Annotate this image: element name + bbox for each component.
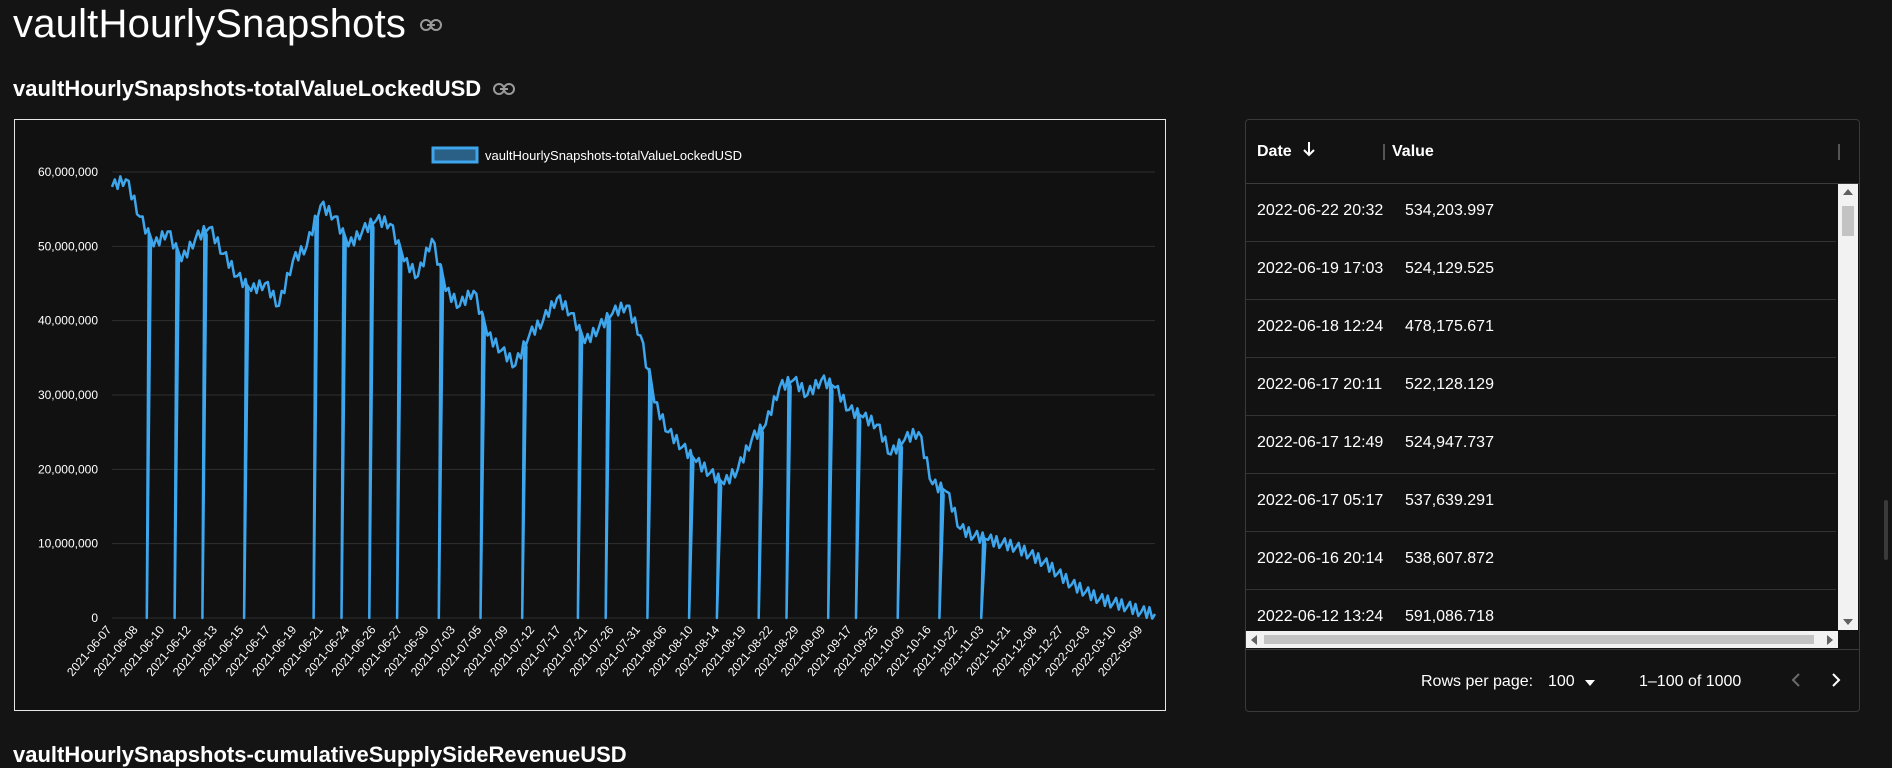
- section-title-text: vaultHourlySnapshots-totalValueLockedUSD: [13, 76, 482, 101]
- page-scrollbar[interactable]: [1884, 500, 1888, 560]
- section-title: vaultHourlySnapshots-totalValueLockedUSD: [13, 76, 516, 102]
- scroll-right-icon[interactable]: [1827, 635, 1833, 645]
- cell-value: 478,175.671: [1405, 318, 1494, 335]
- column-separator[interactable]: [1383, 144, 1385, 160]
- table-row[interactable]: 2022-06-16 20:14 538,607.872: [1246, 532, 1836, 590]
- cell-date: 2022-06-22 20:32: [1257, 202, 1384, 219]
- arrow-down-icon[interactable]: [1302, 141, 1316, 162]
- previous-page-button[interactable]: [1784, 670, 1808, 694]
- page-title: vaultHourlySnapshots: [13, 2, 443, 47]
- horizontal-scrollbar[interactable]: [1246, 631, 1838, 648]
- table-row[interactable]: 2022-06-12 13:24 591,086.718: [1246, 590, 1836, 640]
- y-tick-label: 30,000,000: [38, 388, 98, 402]
- legend-swatch: [431, 146, 479, 164]
- next-section-title-text: vaultHourlySnapshots-cumulativeSupplySid…: [13, 742, 627, 767]
- y-tick-label: 50,000,000: [38, 239, 98, 253]
- table-pagination: Rows per page: 100 1–100 of 1000: [1246, 649, 1859, 711]
- link-icon[interactable]: [420, 18, 443, 31]
- table-row[interactable]: 2022-06-19 17:03 524,129.525: [1246, 242, 1836, 300]
- cell-date: 2022-06-17 20:11: [1257, 376, 1383, 393]
- table-row[interactable]: 2022-06-22 20:32 534,203.997: [1246, 184, 1836, 242]
- next-page-button[interactable]: [1824, 670, 1848, 694]
- horizontal-scroll-thumb[interactable]: [1264, 635, 1814, 644]
- column-header-date[interactable]: Date: [1257, 141, 1316, 162]
- cell-value: 534,203.997: [1405, 202, 1494, 219]
- chevron-left-icon: [1791, 672, 1801, 693]
- column-header-date-label: Date: [1257, 142, 1292, 160]
- vertical-scrollbar[interactable]: [1838, 184, 1858, 630]
- caret-down-icon[interactable]: [1584, 673, 1595, 691]
- rows-per-page-value: 100: [1548, 673, 1575, 690]
- table-row[interactable]: 2022-06-18 12:24 478,175.671: [1246, 300, 1836, 358]
- cell-date: 2022-06-19 17:03: [1257, 260, 1384, 277]
- column-header-value-label: Value: [1392, 142, 1434, 160]
- cell-value: 524,947.737: [1405, 434, 1494, 451]
- y-tick-label: 0: [91, 611, 98, 625]
- cell-value: 538,607.872: [1405, 550, 1494, 567]
- scroll-left-icon[interactable]: [1251, 635, 1257, 645]
- rows-per-page-label: Rows per page:: [1421, 673, 1534, 690]
- vertical-scroll-thumb[interactable]: [1842, 206, 1854, 236]
- tvl-chart: 0 10,000,000 20,000,000 30,000,000 40,000,00…: [14, 119, 1166, 711]
- column-header-value[interactable]: Value: [1392, 143, 1434, 161]
- scroll-down-icon[interactable]: [1843, 619, 1853, 625]
- y-tick-label: 20,000,000: [38, 462, 98, 476]
- y-tick-label: 40,000,000: [38, 314, 98, 328]
- page-title-text: vaultHourlySnapshots: [13, 2, 407, 46]
- pagination-range: 1–100 of 1000: [1639, 673, 1742, 690]
- table-body: 2022-06-22 20:32 534,203.997 2022-06-19 17…: [1246, 184, 1836, 640]
- table-row[interactable]: 2022-06-17 20:11 522,128.129: [1246, 358, 1836, 416]
- series-line: [110, 175, 1157, 620]
- cell-value: 522,128.129: [1405, 376, 1494, 393]
- y-tick-label: 10,000,000: [38, 537, 98, 551]
- y-tick-label: 60,000,000: [38, 165, 98, 179]
- cell-date: 2022-06-17 12:49: [1257, 434, 1384, 451]
- cell-value: 524,129.525: [1405, 260, 1494, 277]
- legend-label: vaultHourlySnapshots-totalValueLockedUSD: [485, 148, 742, 163]
- scroll-up-icon[interactable]: [1843, 189, 1853, 195]
- rows-per-page-select[interactable]: 100: [1548, 673, 1595, 691]
- link-icon[interactable]: [493, 83, 516, 95]
- column-separator[interactable]: [1838, 144, 1840, 160]
- cell-date: 2022-06-16 20:14: [1257, 550, 1384, 567]
- data-table: Date Value 2022-06-22 20:32 534,203.997 20…: [1245, 119, 1860, 712]
- cell-date: 2022-06-17 05:17: [1257, 492, 1384, 509]
- tvl-chart-svg: 0 10,000,000 20,000,000 30,000,000 40,000,00…: [38, 146, 1157, 679]
- table-header: Date Value: [1246, 120, 1859, 184]
- cell-date: 2022-06-18 12:24: [1257, 318, 1384, 335]
- table-row[interactable]: 2022-06-17 12:49 524,947.737: [1246, 416, 1836, 474]
- cell-date: 2022-06-12 13:24: [1257, 608, 1384, 625]
- next-section-title: vaultHourlySnapshots-cumulativeSupplySid…: [13, 742, 627, 768]
- cell-value: 591,086.718: [1405, 608, 1494, 625]
- cell-value: 537,639.291: [1405, 492, 1494, 509]
- chevron-right-icon: [1831, 672, 1841, 693]
- table-row[interactable]: 2022-06-17 05:17 537,639.291: [1246, 474, 1836, 532]
